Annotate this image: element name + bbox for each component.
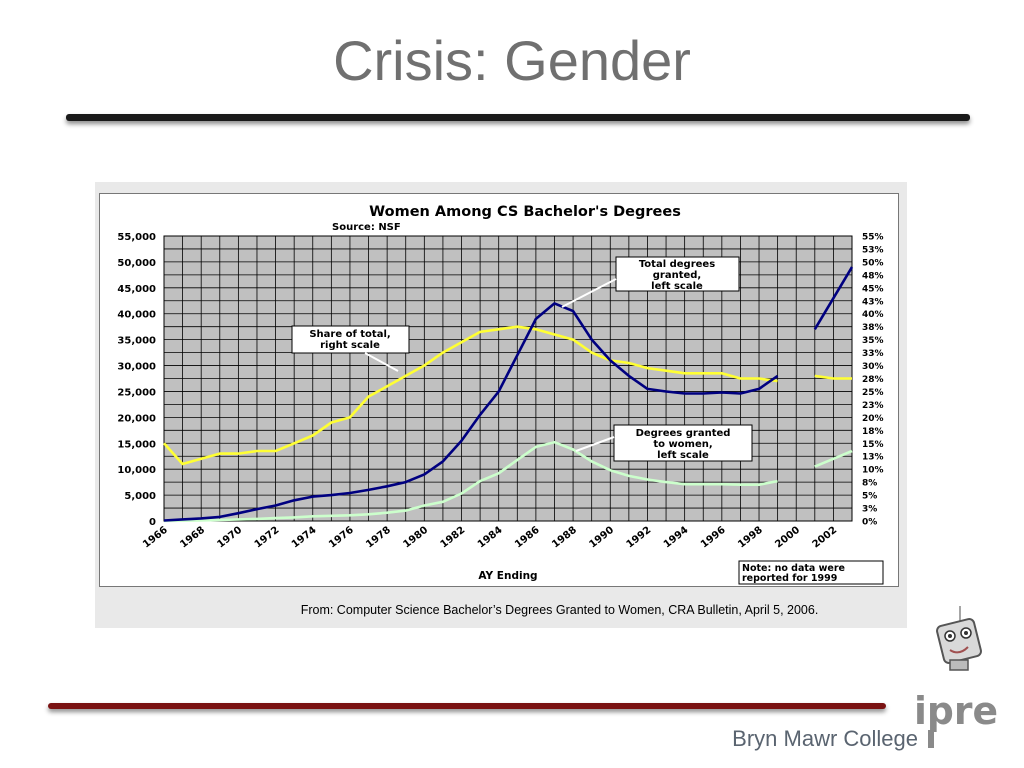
right-axis-tick-label: 18%: [862, 427, 884, 437]
right-axis-tick-label: 25%: [862, 388, 884, 398]
annotation-total-pointer: [561, 278, 617, 308]
series-total-line: [813, 266, 854, 330]
x-axis-tick-label: 1966: [141, 525, 170, 551]
left-axis-tick-label: 15,000: [117, 439, 156, 450]
left-axis-tick-label: 45,000: [117, 284, 156, 295]
x-axis-tick-label: 1990: [587, 525, 616, 551]
x-axis-tick-label: 1992: [625, 525, 654, 551]
left-axis-tick-label: 30,000: [117, 362, 156, 373]
right-axis-tick-label: 35%: [862, 336, 884, 346]
series-share-line: [814, 374, 852, 380]
footer-institution: Bryn Mawr College: [732, 726, 918, 751]
source-citation-text: From: Computer Science Bachelor’s Degree…: [300, 603, 819, 617]
x-axis-title: AY Ending: [478, 570, 537, 582]
left-axis-tick-label: 55,000: [117, 232, 156, 243]
x-axis-tick-label: 2000: [773, 525, 802, 551]
annotation-total-line1: Total degrees: [639, 259, 715, 270]
right-axis-tick-label: 38%: [862, 323, 884, 333]
x-axis-tick-label: 1968: [178, 525, 207, 551]
annotation-total-line2: granted,: [653, 270, 701, 281]
x-axis-tick-label: 1972: [253, 525, 282, 551]
left-axis-tick-label: 10,000: [117, 465, 156, 476]
right-axis-tick-label: 5%: [862, 492, 877, 502]
left-axis-tick-label: 20,000: [117, 413, 156, 424]
annotation-share-line1: Share of total,: [309, 329, 390, 340]
right-axis-tick-label: 43%: [862, 297, 884, 307]
right-axis-tick-label: 53%: [862, 245, 884, 255]
right-axis-tick-label: 10%: [862, 466, 884, 476]
series-women: [163, 440, 853, 523]
series-layer: [163, 266, 854, 523]
right-axis-tick-label: 50%: [862, 258, 884, 268]
right-axis-tick-label: 48%: [862, 271, 884, 281]
robot-icon: [936, 606, 982, 671]
left-axis-tick-label: 5,000: [124, 491, 156, 502]
annotation-share-pointer: [364, 352, 399, 372]
right-axis-tick-label: 8%: [862, 479, 877, 489]
slide-title: Crisis: Gender: [333, 29, 691, 92]
right-axis-tick-label: 0%: [862, 518, 877, 528]
right-axis-tick-label: 33%: [862, 349, 884, 359]
right-axis-tick-label: 40%: [862, 310, 884, 320]
x-axis-tick-label: 1978: [364, 525, 393, 551]
x-axis-tick-label: 2002: [811, 525, 840, 551]
annotation-women-line3: left scale: [657, 450, 709, 461]
source-citation: From: Computer Science Bachelor’s Degree…: [0, 603, 1024, 617]
x-axis-tick-label: 1994: [662, 525, 691, 551]
left-axis-tick-label: 35,000: [117, 336, 156, 347]
footer-divider: [48, 703, 886, 709]
series-women-line: [163, 440, 778, 523]
annotation-total: Total degrees granted, left scale: [561, 256, 740, 308]
annotation-women-line2: to women,: [653, 439, 712, 450]
x-axis-tick-label: 1996: [699, 525, 728, 551]
ipre-logo-text: ipre: [914, 689, 998, 733]
annotation-note: Note: no data were reported for 1999: [738, 560, 884, 585]
left-axis-tick-label: 0: [149, 517, 156, 528]
annotation-share-line2: right scale: [320, 340, 380, 351]
x-axis-tick-label: 1986: [513, 525, 542, 551]
right-axis-tick-label: 13%: [862, 453, 884, 463]
annotation-women-line1: Degrees granted: [636, 428, 731, 439]
series-women-line: [814, 449, 853, 468]
annotation-women: Degrees granted to women, left scale: [575, 424, 753, 462]
right-axis-tick-label: 23%: [862, 401, 884, 411]
right-axis-tick-label: 30%: [862, 362, 884, 372]
x-axis-tick-label: 1976: [327, 525, 356, 551]
x-axis-tick-label: 1974: [290, 525, 319, 551]
annotation-note-line2: reported for 1999: [742, 573, 837, 584]
left-axis-tick-label: 25,000: [117, 387, 156, 398]
x-axis-tick-label: 1982: [439, 525, 468, 551]
title-divider: [66, 114, 970, 121]
right-axis-tick-label: 55%: [862, 233, 884, 243]
x-axis-tick-label: 1970: [216, 525, 245, 551]
x-axis-tick-label: 1984: [476, 525, 505, 551]
annotation-share: Share of total, right scale: [291, 325, 410, 372]
left-axis-tick-label: 50,000: [117, 258, 156, 269]
x-axis-tick-label: 1998: [736, 525, 765, 551]
right-axis-ticks: 0% 3% 5% 8% 10% 13% 15% 18% 20% 23% 25% 28% 30% 33% 35…: [862, 233, 884, 528]
series-share: [163, 325, 852, 466]
x-axis-tick-label: 1980: [401, 525, 430, 551]
series-total: [163, 266, 854, 522]
annotation-total-line3: left scale: [651, 281, 703, 292]
right-axis-tick-label: 20%: [862, 414, 884, 424]
chart-subtitle: Source: NSF: [332, 222, 401, 233]
chart-title: Women Among CS Bachelor's Degrees: [369, 204, 681, 220]
left-axis-ticks: 0 5,000 10,000 15,000 20,000 25,000 30,000 35,0…: [117, 232, 156, 528]
left-axis-tick-label: 40,000: [117, 310, 156, 321]
right-axis-tick-label: 45%: [862, 284, 884, 294]
series-share-line: [163, 325, 778, 466]
right-axis-tick-label: 3%: [862, 505, 877, 515]
ipre-robot-logo: ipre: [913, 606, 999, 748]
series-total-line: [163, 302, 779, 522]
right-axis-tick-label: 28%: [862, 375, 884, 385]
x-axis-tick-label: 1988: [550, 525, 579, 551]
right-axis-tick-label: 15%: [862, 440, 884, 450]
annotation-note-line1: Note: no data were: [742, 563, 845, 574]
x-axis-ticks: 1966 1968 1970 1972 1974 1976 1978 1980 1982 1984…: [141, 525, 839, 551]
annotation-women-pointer: [575, 436, 615, 452]
